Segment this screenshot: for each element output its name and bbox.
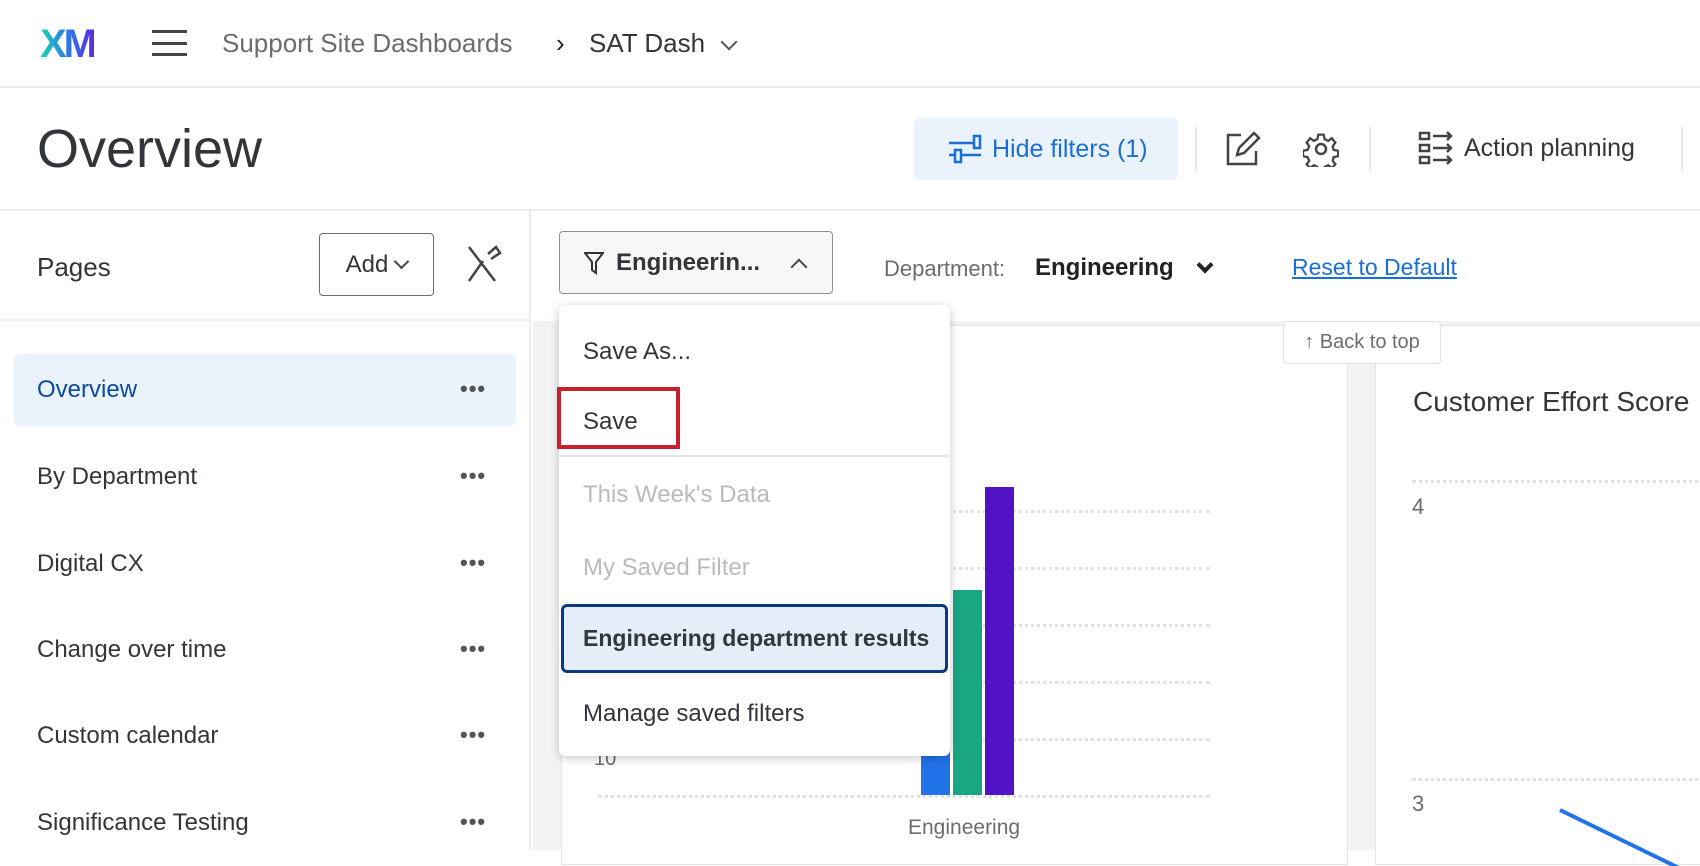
- breadcrumb-separator-icon: ›: [556, 28, 565, 58]
- divider: [0, 319, 531, 321]
- page-title: Overview: [37, 119, 263, 179]
- edit-icon[interactable]: [1225, 131, 1261, 167]
- gridline: [598, 795, 1210, 798]
- hamburger-menu-icon[interactable]: [152, 30, 187, 56]
- menu-item-my-saved-filter: My Saved Filter: [583, 554, 750, 581]
- menu-item-engineering-department-results[interactable]: [561, 604, 948, 673]
- sidebar-item-label: Custom calendar: [37, 722, 219, 749]
- divider: [559, 455, 950, 457]
- more-options-icon[interactable]: •••: [460, 809, 487, 834]
- more-options-icon[interactable]: •••: [460, 463, 487, 488]
- sidebar-item-significance-testing[interactable]: Significance Testing •••: [14, 787, 516, 859]
- chevron-down-icon[interactable]: [720, 33, 738, 51]
- divider: [1681, 127, 1683, 171]
- gridline: [1412, 480, 1700, 483]
- more-options-icon[interactable]: •••: [460, 636, 487, 661]
- sidebar-item-digital-cx[interactable]: Digital CX •••: [14, 528, 516, 600]
- gridline: [1412, 778, 1700, 781]
- pages-heading: Pages: [37, 252, 111, 282]
- menu-item-manage-saved-filters[interactable]: Manage saved filters: [583, 700, 805, 727]
- department-filter-value[interactable]: Engineering: [1035, 254, 1174, 281]
- filter-icon: [584, 251, 604, 275]
- breadcrumb-current[interactable]: SAT Dash: [589, 28, 706, 58]
- bar[interactable]: [953, 589, 982, 795]
- sidebar-item-label: Change over time: [37, 636, 227, 663]
- department-filter-label: Department:: [884, 256, 1006, 281]
- xm-logo[interactable]: XM: [40, 22, 97, 66]
- breadcrumb-parent[interactable]: Support Site Dashboards: [222, 28, 513, 58]
- y-tick-label: 4: [1412, 494, 1425, 519]
- action-planning-button[interactable]: Action planning: [1418, 130, 1635, 166]
- widget-title: Customer Effort Score: [1413, 386, 1690, 417]
- title-bar: [0, 88, 1700, 211]
- sidebar-item-label: By Department: [37, 463, 198, 490]
- action-planning-label: Action planning: [1464, 133, 1635, 162]
- more-options-icon[interactable]: •••: [460, 376, 487, 401]
- divider: [1195, 127, 1197, 171]
- highlight-box: [557, 387, 680, 449]
- unpin-icon[interactable]: [466, 244, 502, 284]
- y-tick-label: 3: [1412, 791, 1425, 816]
- menu-item-save-as[interactable]: Save As...: [583, 338, 692, 365]
- x-category-label: Engineering: [908, 816, 1021, 839]
- add-label: Add: [345, 250, 389, 278]
- saved-filter-label: Engineerin...: [616, 248, 761, 276]
- hide-filters-label: Hide filters (1): [992, 134, 1148, 163]
- divider: [1369, 127, 1371, 171]
- menu-item-this-weeks-data: This Week's Data: [583, 481, 770, 508]
- customer-effort-score-widget: Customer Effort Score 4 3: [1375, 325, 1700, 866]
- chevron-down-icon: [394, 253, 410, 270]
- sidebar-item-by-department[interactable]: By Department •••: [14, 441, 516, 513]
- more-options-icon[interactable]: •••: [460, 550, 487, 575]
- sidebar-item-change-over-time[interactable]: Change over time •••: [14, 614, 516, 686]
- gear-icon[interactable]: [1303, 131, 1339, 167]
- sidebar-item-label: Overview: [37, 376, 138, 403]
- more-options-icon[interactable]: •••: [460, 722, 487, 747]
- reset-to-default-link[interactable]: Reset to Default: [1292, 254, 1457, 280]
- sidebar-item-label: Significance Testing: [37, 809, 249, 836]
- pages-sidebar: [0, 211, 531, 850]
- hide-filters-button[interactable]: Hide filters (1): [914, 118, 1178, 180]
- chevron-up-icon: [790, 258, 808, 276]
- back-to-top-button[interactable]: ↑ Back to top: [1283, 321, 1441, 364]
- line-series: [1559, 808, 1680, 866]
- saved-filters-menu: Save As... Save This Week's Data My Save…: [557, 305, 950, 756]
- sliders-icon: [949, 134, 982, 164]
- menu-item-save[interactable]: Save: [583, 408, 638, 435]
- sidebar-item-custom-calendar[interactable]: Custom calendar •••: [14, 700, 516, 772]
- sidebar-item-overview[interactable]: Overview •••: [14, 354, 516, 426]
- menu-item-label: Engineering department results: [583, 625, 930, 651]
- bar[interactable]: [985, 487, 1014, 795]
- action-planning-icon: [1418, 131, 1453, 165]
- chevron-down-icon[interactable]: [1196, 256, 1214, 274]
- saved-filter-dropdown[interactable]: Engineerin...: [559, 231, 833, 294]
- top-bar: XM Support Site Dashboards › SAT Dash: [0, 0, 1700, 88]
- sidebar-item-label: Digital CX: [37, 550, 144, 577]
- add-page-button[interactable]: Add: [319, 233, 434, 296]
